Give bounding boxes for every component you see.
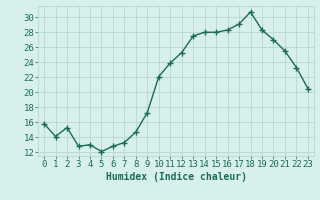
X-axis label: Humidex (Indice chaleur): Humidex (Indice chaleur) [106,172,246,182]
